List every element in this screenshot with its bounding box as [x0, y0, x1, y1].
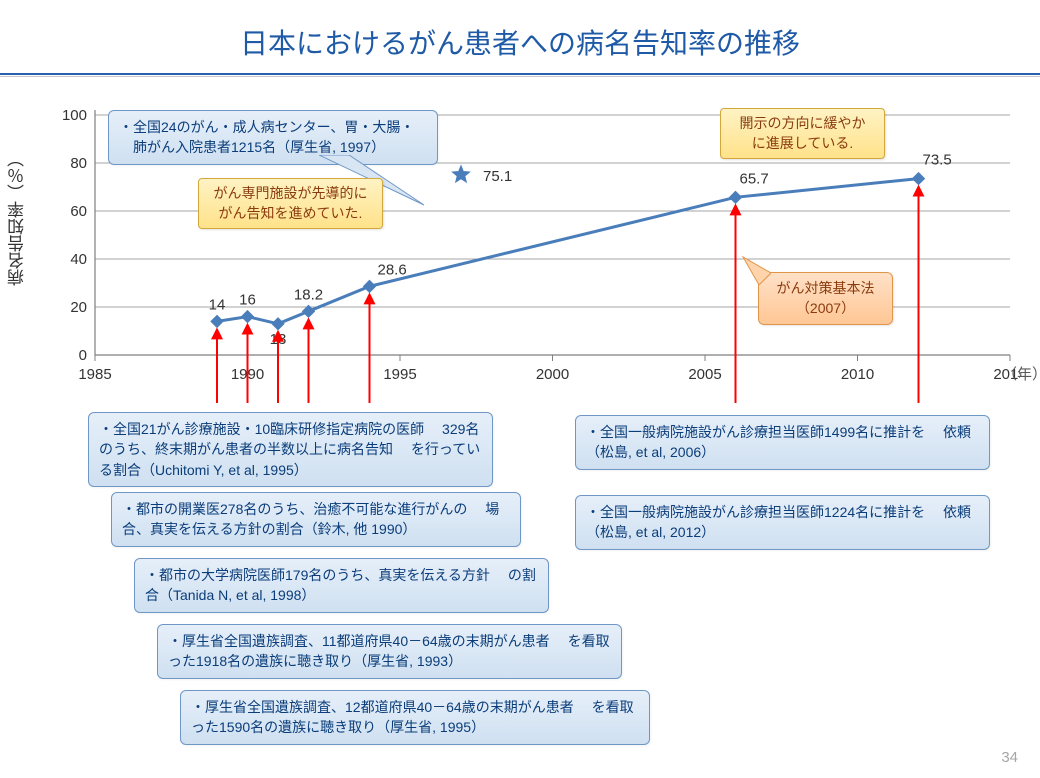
callout-text: ・都市の開業医278名のうち、治癒不可能な進行がんの 場合、真実を伝える方針の割…: [122, 501, 499, 537]
title-underline: [0, 73, 1040, 75]
svg-text:40: 40: [70, 251, 87, 268]
svg-text:18.2: 18.2: [294, 286, 323, 303]
title-underline-shadow: [0, 76, 1040, 77]
svg-text:14: 14: [209, 296, 226, 313]
svg-text:28.6: 28.6: [378, 261, 407, 278]
page-title: 日本におけるがん患者への病名告知率の推移: [0, 0, 1040, 62]
callout-text: ・厚生省全国遺族調査、12都道府県40－64歳の末期がん患者 を看取った1590…: [191, 699, 634, 735]
svg-text:1985: 1985: [78, 366, 111, 383]
callout-yellow: がん専門施設が先導的に がん告知を進めていた.: [198, 178, 383, 229]
callout-r2: ・全国一般病院施設がん診療担当医師1224名に推計を 依頼（松島, et al,…: [575, 495, 990, 550]
callout-text: ・厚生省全国遺族調査、11都道府県40－64歳の末期がん患者 を看取った1918…: [168, 633, 610, 669]
callout-b5: ・厚生省全国遺族調査、12都道府県40－64歳の末期がん患者 を看取った1590…: [180, 690, 650, 745]
callout-tail: [741, 255, 771, 285]
callout-text: ・全国一般病院施設がん診療担当医師1224名に推計を 依頼（松島, et al,…: [586, 504, 971, 540]
svg-text:1995: 1995: [383, 366, 416, 383]
callout-top-right: 開示の方向に緩やか に進展している.: [720, 108, 885, 159]
svg-text:2005: 2005: [688, 366, 721, 383]
callout-orange: がん対策基本法 （2007）: [758, 272, 893, 325]
svg-text:60: 60: [70, 203, 87, 220]
callout-b3: ・都市の大学病院医師179名のうち、真実を伝える方針 の割合（Tanida N,…: [134, 558, 549, 613]
callout-b4: ・厚生省全国遺族調査、11都道府県40－64歳の末期がん患者 を看取った1918…: [157, 624, 622, 679]
callout-r1: ・全国一般病院施設がん診療担当医師1499名に推計を 依頼（松島, et al,…: [575, 415, 990, 470]
svg-text:16: 16: [239, 292, 256, 309]
svg-text:65.7: 65.7: [740, 170, 769, 187]
svg-text:2010: 2010: [841, 366, 874, 383]
callout-text: ・全国21がん診療施設・10臨床研修指定病院の医師 329名のうち、終末期がん患…: [99, 421, 480, 478]
y-axis-label: 病名告知率（％）: [5, 150, 30, 286]
svg-text:20: 20: [70, 299, 87, 316]
svg-text:100: 100: [62, 107, 87, 124]
callout-text: がん専門施設が先導的に がん告知を進めていた.: [214, 185, 368, 221]
svg-text:75.1: 75.1: [483, 168, 512, 185]
callout-text: ・都市の大学病院医師179名のうち、真実を伝える方針 の割合（Tanida N,…: [145, 567, 536, 603]
callout-text: ・全国一般病院施設がん診療担当医師1499名に推計を 依頼（松島, et al,…: [586, 424, 971, 460]
x-axis-unit: （年）: [1002, 363, 1040, 384]
callout-text: 開示の方向に緩やか に進展している.: [740, 115, 866, 151]
callout-top-left: ・全国24のがん・成人病センター、胃・大腸・ 肺がん入院患者1215名（厚生省,…: [108, 110, 438, 165]
callout-b2: ・都市の開業医278名のうち、治癒不可能な進行がんの 場合、真実を伝える方針の割…: [111, 492, 521, 547]
callout-text: ・全国24のがん・成人病センター、胃・大腸・ 肺がん入院患者1215名（厚生省,…: [119, 119, 414, 155]
svg-text:73.5: 73.5: [923, 152, 952, 169]
svg-text:80: 80: [70, 155, 87, 172]
callout-text: がん対策基本法 （2007）: [777, 280, 875, 316]
svg-text:2000: 2000: [536, 366, 569, 383]
page-number: 34: [1001, 749, 1018, 766]
svg-text:0: 0: [79, 347, 87, 364]
callout-b1: ・全国21がん診療施設・10臨床研修指定病院の医師 329名のうち、終末期がん患…: [88, 412, 493, 487]
